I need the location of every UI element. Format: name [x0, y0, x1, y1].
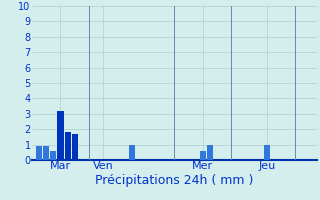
Bar	[65, 132, 71, 160]
Bar	[264, 145, 270, 160]
Bar	[58, 111, 63, 160]
Bar	[43, 146, 49, 160]
Bar	[207, 145, 213, 160]
Bar	[200, 151, 206, 160]
X-axis label: Précipitations 24h ( mm ): Précipitations 24h ( mm )	[95, 174, 253, 187]
Bar	[129, 145, 135, 160]
Bar	[50, 151, 56, 160]
Bar	[72, 134, 78, 160]
Bar	[36, 146, 42, 160]
